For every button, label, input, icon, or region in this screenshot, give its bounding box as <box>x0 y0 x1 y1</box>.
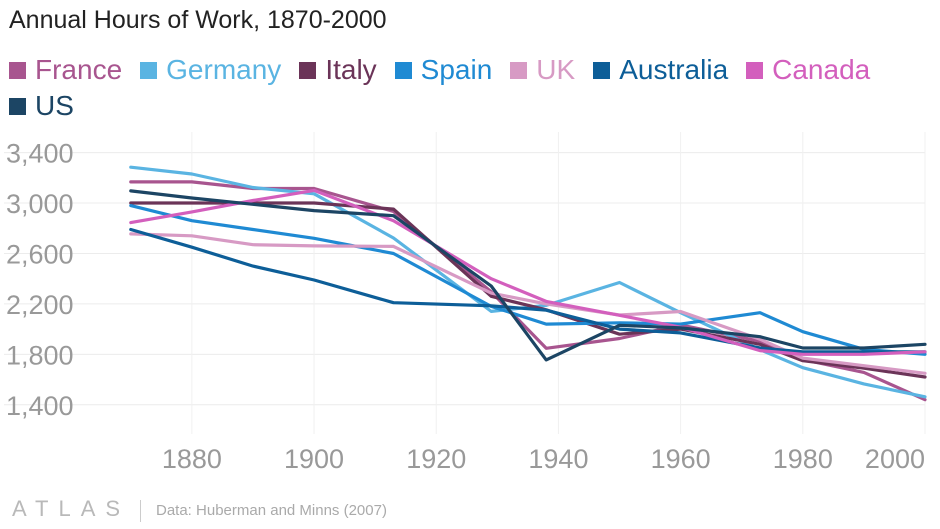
footer-divider <box>140 500 141 522</box>
series-line-canada <box>129 188 927 356</box>
legend-label: Spain <box>420 54 493 85</box>
legend-swatch <box>394 61 412 79</box>
x-tick-label: 1880 <box>162 444 222 474</box>
legend-label: France <box>35 54 123 85</box>
legend-item-germany: Germany <box>140 52 281 88</box>
y-tick-label: 3,400 <box>6 139 74 169</box>
series-line-us <box>129 189 927 362</box>
y-tick-label: 2,600 <box>6 239 74 269</box>
y-tick-label: 1,800 <box>6 340 74 370</box>
legend-label: US <box>35 90 74 121</box>
series-line-australia <box>129 227 927 354</box>
legend-item-australia: Australia <box>593 52 728 88</box>
legend-label: UK <box>536 54 576 85</box>
legend-swatch <box>510 61 528 79</box>
series-line-spain <box>129 204 927 356</box>
footer: ATLAS Data: Huberman and Minns (2007) <box>0 492 940 529</box>
source-note: Data: Huberman and Minns (2007) <box>156 502 387 519</box>
legend-label: Australia <box>619 54 729 85</box>
x-tick-label: 1920 <box>406 444 466 474</box>
axis-labels: 1,400 1,800 2,200 2,600 3,000 3,400 1880 1900 19… <box>6 139 925 474</box>
legend-item-italy: Italy <box>299 52 377 88</box>
legend-label: Canada <box>772 54 871 85</box>
series-line-uk <box>129 232 927 375</box>
x-tick-label: 1940 <box>528 444 588 474</box>
y-tick-label: 3,000 <box>6 189 74 219</box>
legend-item-france: France <box>9 52 122 88</box>
x-tick-label: 1900 <box>284 444 344 474</box>
series-lines <box>129 165 927 402</box>
legend-swatch <box>299 61 317 79</box>
legend-label: Germany <box>166 54 282 85</box>
legend-swatch <box>140 61 158 79</box>
y-tick-label: 2,200 <box>6 290 74 320</box>
atlas-logo: ATLAS <box>12 496 131 521</box>
legend-label: Italy <box>325 54 377 85</box>
legend-item-canada: Canada <box>746 52 870 88</box>
grid <box>4 132 926 434</box>
legend-swatch <box>9 97 26 115</box>
legend-item-uk: UK <box>510 52 575 88</box>
y-tick-label: 1,400 <box>6 391 74 421</box>
legend-swatch <box>9 61 26 79</box>
x-tick-label: 1960 <box>651 444 711 474</box>
legend-item-spain: Spain <box>394 52 493 88</box>
x-tick-label: 1980 <box>773 444 833 474</box>
legend-item-us: US <box>9 88 74 124</box>
legend-swatch <box>746 61 764 79</box>
legend-swatch <box>593 61 611 79</box>
chart-title: Annual Hours of Work, 1870-2000 <box>9 6 387 34</box>
x-tick-label: 2000 <box>865 444 925 474</box>
legend: France Germany Italy Spain UK Australia Canada… <box>9 52 929 124</box>
